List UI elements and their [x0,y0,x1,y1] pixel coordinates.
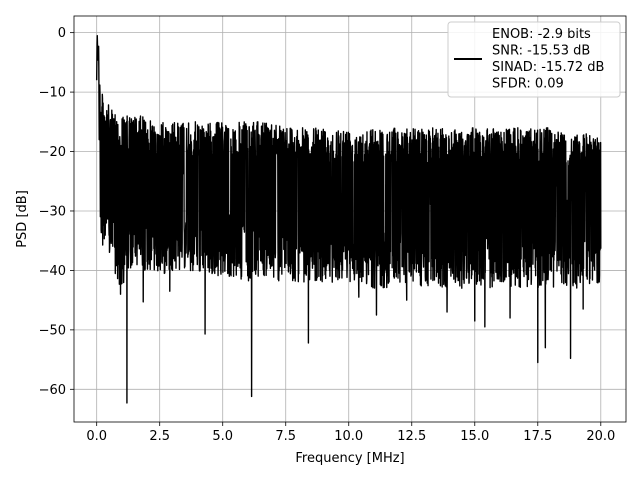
x-tick-label: 17.5 [523,429,552,444]
x-tick-label: 7.5 [275,429,296,444]
legend-entry-snr: SNR: -15.53 dB [492,44,590,59]
plot-frame [73,15,627,423]
x-tick-label: 0.0 [86,429,107,444]
series-layer [95,34,602,404]
y-tick-label: −40 [39,264,66,279]
legend-box [447,21,621,98]
y-tick-label: −60 [39,383,66,398]
x-axis-label: Frequency [MHz] [295,451,404,466]
y-tick-label: −30 [39,204,66,219]
x-tick-label: 12.5 [397,429,426,444]
legend-entry-sfdr: SFDR: 0.09 [492,77,564,92]
x-tick-label: 2.5 [149,429,170,444]
x-tick-label: 10.0 [334,429,363,444]
y-axis-label: PSD [dB] [15,190,30,248]
x-tick-label: 5.0 [212,429,233,444]
legend: ENOB: -2.9 bits SNR: -15.53 dB SINAD: -1… [447,21,621,98]
y-tick-label: −10 [39,86,66,101]
x-tick-label: 20.0 [586,429,615,444]
legend-entry-enob: ENOB: -2.9 bits [492,27,591,42]
ticks: 0.0 2.5 5.0 7.5 10.0 12.5 15.0 17.5 20.0 0 −10 −20 −… [39,26,616,444]
y-tick-label: −50 [39,323,66,338]
y-tick-label: 0 [58,26,66,41]
legend-entry-sinad: SINAD: -15.72 dB [492,60,604,75]
psd-series-line [95,34,602,404]
y-tick-label: −20 [39,145,66,160]
x-tick-label: 15.0 [460,429,489,444]
